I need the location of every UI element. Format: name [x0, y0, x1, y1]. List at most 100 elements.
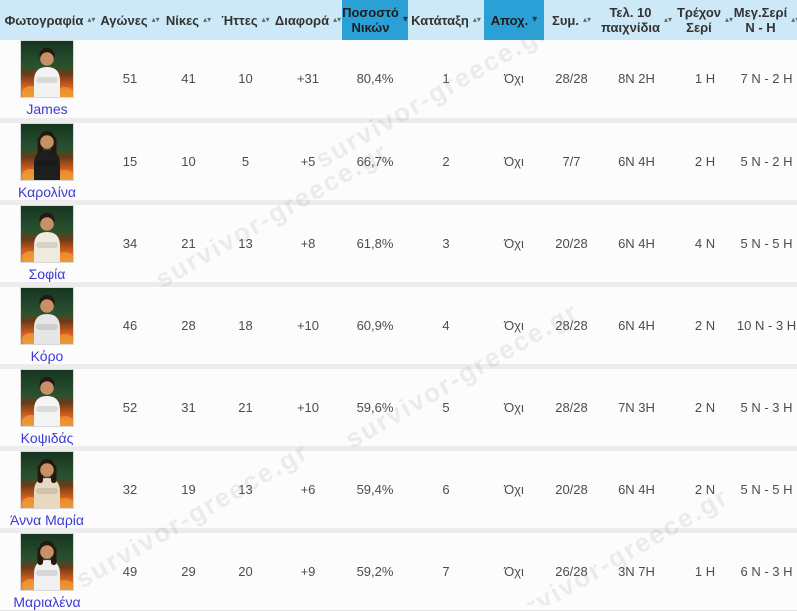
- cell-quit: Όχι: [504, 153, 524, 169]
- column-header-quit[interactable]: Αποχ. ▾: [484, 0, 544, 40]
- table-row: Καρολίνα 15 10 5 +5 66,7% 2 Όχι 7/7 6N 4H 2 H 5 N …: [0, 120, 797, 202]
- column-header-max_streak[interactable]: Μεγ.Σερί N - H ▴▾: [733, 0, 797, 40]
- sort-both-icon: ▴▾: [472, 14, 481, 24]
- cell-diff: +10: [296, 399, 320, 415]
- table-row: Κοψιδάς 52 31 21 +10 59,6% 5 Όχι 28/28 7N 3H 2 N 5…: [0, 366, 797, 448]
- player-photo[interactable]: [20, 532, 74, 591]
- cell-last10: 7N 3H: [618, 399, 655, 415]
- cell-losses: 13: [238, 481, 253, 497]
- column-label: Συμ.: [552, 12, 579, 28]
- player-photo[interactable]: [20, 40, 74, 99]
- player-name-link[interactable]: James: [26, 101, 68, 118]
- player-photo[interactable]: [20, 286, 74, 345]
- cell-win_pct: 80,4%: [356, 71, 394, 87]
- cell-photo: Καρολίνα: [0, 120, 100, 202]
- column-label: Ποσοστό: [342, 5, 399, 20]
- column-label: Διαφορά: [274, 12, 330, 28]
- cell-games: 52: [122, 399, 138, 415]
- column-label-line2: παιχνίδια: [600, 20, 660, 35]
- cell-wins: 28: [181, 317, 196, 333]
- player-photo[interactable]: [20, 368, 74, 427]
- cell-quit: Όχι: [504, 481, 524, 497]
- column-label: Μεγ.Σερί: [733, 5, 788, 20]
- cell-games: 32: [122, 481, 138, 497]
- cell-max_streak: 5 N - 2 H: [740, 153, 793, 169]
- cell-participation: 28/28: [555, 71, 588, 87]
- cell-losses: 5: [241, 153, 250, 169]
- cell-games: 49: [122, 563, 138, 579]
- cell-photo: Κόρο: [0, 284, 100, 366]
- player-name-link[interactable]: Άννα Μαρία: [10, 511, 84, 528]
- cell-win_pct: 59,4%: [356, 481, 394, 497]
- cell-quit: Όχι: [504, 399, 524, 415]
- column-label: Τρέχον: [676, 5, 721, 20]
- cell-quit: Όχι: [504, 563, 524, 579]
- cell-max_streak: 7 N - 2 H: [740, 71, 793, 87]
- sort-desc-icon: ▾: [532, 14, 538, 25]
- cell-participation: 20/28: [555, 235, 588, 251]
- sort-both-icon: ▴▾: [151, 14, 160, 24]
- cell-last10: 3N 7H: [618, 563, 655, 579]
- table-row: Σοφία 34 21 13 +8 61,8% 3 Όχι 20/28 6N 4H 4 N 5 N …: [0, 202, 797, 284]
- sort-both-icon: ▴▾: [203, 14, 212, 24]
- cell-rank: 7: [442, 563, 450, 579]
- player-name-link[interactable]: Μαριαλένα: [13, 593, 81, 610]
- player-name-link[interactable]: Σοφία: [28, 265, 66, 282]
- cell-current_streak: 1 H: [694, 71, 716, 87]
- column-header-photo[interactable]: Φωτογραφία ▴▾: [0, 0, 100, 40]
- player-name-link[interactable]: Κοψιδάς: [20, 429, 74, 446]
- cell-current_streak: 2 H: [694, 153, 716, 169]
- cell-participation: 7/7: [562, 153, 581, 169]
- cell-diff: +10: [296, 317, 320, 333]
- player-photo[interactable]: [20, 450, 74, 509]
- cell-current_streak: 4 N: [694, 235, 716, 251]
- player-name-link[interactable]: Κόρο: [30, 347, 64, 364]
- column-header-current_streak[interactable]: Τρέχον Σερί ▴▾: [674, 0, 736, 40]
- cell-last10: 6N 4H: [618, 317, 655, 333]
- sort-both-icon: ▴▾: [663, 14, 673, 24]
- table-row: Κόρο 46 28 18 +10 60,9% 4 Όχι 28/28 6N 4H 2 N 10 N…: [0, 284, 797, 366]
- cell-games: 46: [122, 317, 138, 333]
- column-header-rank[interactable]: Κατάταξη ▴▾: [408, 0, 484, 40]
- cell-wins: 10: [181, 153, 196, 169]
- sort-both-icon: ▴▾: [791, 14, 797, 24]
- player-name-link[interactable]: Καρολίνα: [18, 183, 76, 200]
- sort-both-icon: ▴▾: [87, 14, 96, 24]
- cell-wins: 31: [181, 399, 196, 415]
- cell-current_streak: 1 H: [694, 563, 716, 579]
- cell-games: 51: [122, 71, 138, 87]
- column-header-games[interactable]: Αγώνες ▴▾: [100, 0, 160, 40]
- table-header-row: Φωτογραφία ▴▾ Αγώνες ▴▾ Νίκες ▴▾ Ήττες: [0, 0, 797, 40]
- sort-desc-icon: ▾: [402, 14, 408, 25]
- sort-both-icon: ▴▾: [582, 14, 591, 24]
- player-photo[interactable]: [20, 122, 74, 181]
- player-photo[interactable]: [20, 204, 74, 263]
- cell-rank: 4: [442, 317, 450, 333]
- column-label: Νίκες: [165, 12, 200, 28]
- column-header-last10[interactable]: Τελ. 10 παιχνίδια ▴▾: [599, 0, 674, 40]
- cell-losses: 20: [238, 563, 253, 579]
- cell-max_streak: 5 N - 5 H: [740, 235, 793, 251]
- cell-photo: James: [0, 40, 100, 120]
- cell-win_pct: 60,9%: [356, 317, 394, 333]
- cell-current_streak: 2 N: [694, 399, 716, 415]
- cell-last10: 6N 4H: [618, 235, 655, 251]
- cell-last10: 6N 4H: [618, 153, 655, 169]
- cell-quit: Όχι: [504, 71, 524, 87]
- column-header-diff[interactable]: Διαφορά ▴▾: [274, 0, 342, 40]
- column-header-win_pct[interactable]: Ποσοστό Νικών ▾: [342, 0, 408, 40]
- cell-rank: 3: [442, 235, 450, 251]
- cell-current_streak: 2 N: [694, 317, 716, 333]
- cell-win_pct: 59,6%: [356, 399, 394, 415]
- column-label: Ήττες: [221, 12, 258, 28]
- column-header-participation[interactable]: Συμ. ▴▾: [544, 0, 599, 40]
- cell-photo: Κοψιδάς: [0, 366, 100, 448]
- table-row: Άννα Μαρία 32 19 13 +6 59,4% 6 Όχι 20/28 6N 4H 2 …: [0, 448, 797, 530]
- cell-losses: 13: [238, 235, 253, 251]
- cell-max_streak: 6 N - 3 H: [740, 563, 793, 579]
- column-header-losses[interactable]: Ήττες ▴▾: [217, 0, 274, 40]
- column-header-wins[interactable]: Νίκες ▴▾: [160, 0, 217, 40]
- cell-rank: 2: [442, 153, 450, 169]
- cell-wins: 21: [181, 235, 196, 251]
